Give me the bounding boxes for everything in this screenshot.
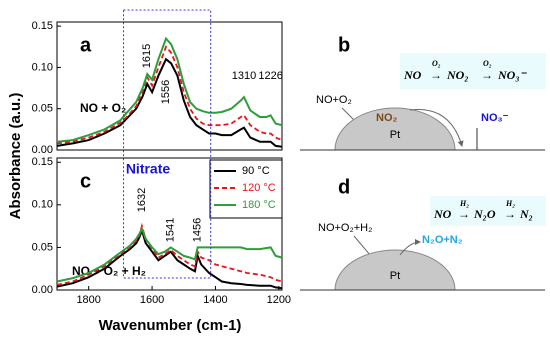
arrow: [399, 239, 421, 256]
peak-label: 1632: [136, 188, 148, 212]
arrow-label: O₂: [432, 59, 441, 68]
product: N₂O+N₂: [422, 234, 463, 246]
y-tick-label: 0.10: [32, 199, 53, 211]
equation-arrow: →: [430, 68, 442, 82]
equation: NO: [403, 68, 422, 82]
legend-label: 180 °C: [242, 199, 276, 211]
plot-frame: [56, 21, 283, 151]
equation: N₂O: [473, 207, 496, 221]
panel-label: b: [338, 34, 350, 56]
equation-arrow: →: [504, 207, 516, 221]
y-tick-label: 0.05: [32, 241, 53, 253]
peak-label: 1615: [141, 44, 153, 68]
equation-arrow: →: [458, 207, 470, 221]
x-tick-label: 1600: [140, 294, 164, 306]
diagram-d: d NO → H₂ N₂O → H₂ N₂ NO+O₂+H₂ Pt N₂O+N₂: [300, 176, 546, 291]
arrow-label: O₂: [483, 59, 492, 68]
diagram-b: b NO → O₂ NO₂ → O₂ NO₃⁻ NO+O₂ Pt NO₂ NO₃…: [300, 34, 546, 151]
equation-arrow: →: [481, 68, 493, 82]
equation: NO: [433, 207, 452, 221]
catalyst: Pt: [390, 270, 400, 282]
arrow-label: H₂: [505, 199, 515, 208]
catalyst: Pt: [390, 129, 400, 141]
y-tick-label: 0.10: [32, 61, 53, 73]
condition-label: NO + O₂: [80, 101, 126, 115]
y-tick-label: 0.00: [32, 144, 53, 156]
panel-label: c: [80, 170, 91, 192]
reactant: NO+O₂: [316, 94, 352, 106]
arrow-label: H₂: [459, 199, 469, 208]
series-line: [56, 57, 283, 148]
note: Nitrate: [126, 161, 171, 177]
series-line: [56, 36, 283, 143]
pt-particle: [334, 249, 456, 291]
peak-label: 1541: [165, 218, 177, 242]
y-axis-label: Absorbance (a.u.): [7, 93, 24, 220]
x-tick-label: 1200: [267, 294, 291, 306]
y-tick-label: 0.00: [32, 284, 53, 296]
peak-label: 1226: [258, 70, 282, 82]
equation: N₂: [519, 207, 533, 221]
highlight-box: [123, 9, 212, 279]
x-tick-label: 1400: [203, 294, 227, 306]
series-line: [56, 45, 283, 145]
series-line: [56, 222, 283, 286]
peak-label: 1556: [160, 80, 172, 104]
pt-particle: [334, 107, 456, 151]
equation: NO₃⁻: [497, 68, 528, 82]
reactant: NO+O₂+H₂: [318, 222, 372, 234]
legend-label: 120 °C: [242, 182, 276, 194]
series-line: [56, 227, 283, 290]
product: NO₂: [376, 112, 398, 124]
equation-box: [430, 196, 546, 226]
y-tick-label: 0.05: [32, 103, 53, 115]
equation: NO₂: [446, 68, 469, 82]
peak-label: 1456: [192, 218, 204, 242]
panel-label: a: [80, 34, 92, 56]
legend-label: 90 °C: [242, 165, 270, 177]
series-line: [56, 226, 283, 283]
equation-box: [400, 53, 546, 89]
y-tick-label: 0.15: [32, 156, 53, 168]
arrow: [409, 108, 464, 147]
panel-label: d: [338, 176, 350, 198]
product: NO₃⁻: [481, 112, 509, 124]
plot-frame: [56, 157, 283, 291]
x-tick-label: 1800: [76, 294, 100, 306]
y-tick-label: 0.15: [32, 20, 53, 32]
peak-label: 1310: [232, 70, 256, 82]
x-axis-label: Wavenumber (cm-1): [99, 317, 242, 334]
